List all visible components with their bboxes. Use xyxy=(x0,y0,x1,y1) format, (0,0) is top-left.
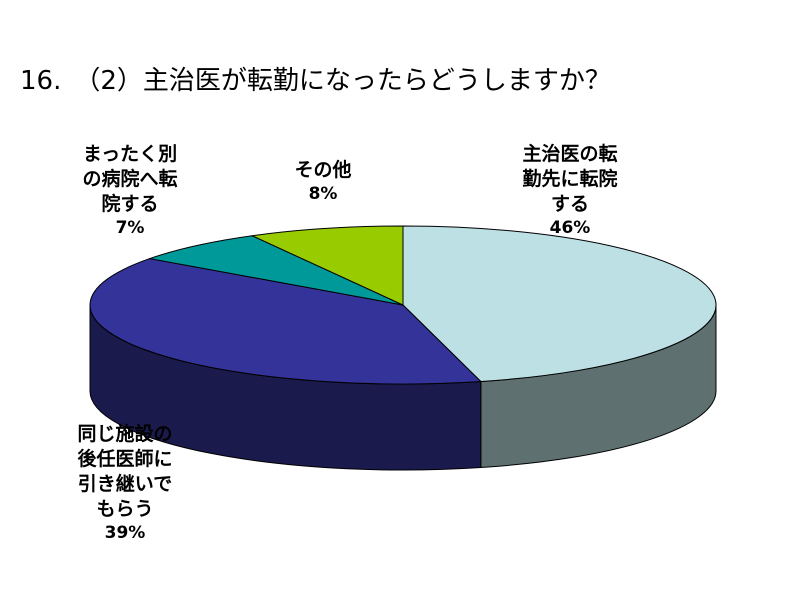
pie-slice-3 xyxy=(250,225,404,306)
slice-label-successor-doctor: 同じ施設の 後任医師に 引き継いで もらう 39% xyxy=(77,423,173,543)
pie-slice-1 xyxy=(89,258,482,385)
chart-title: 16. （2）主治医が転勤になったらどうしますか？ xyxy=(20,66,611,96)
pie-tops xyxy=(89,225,717,385)
pie-slice-2 xyxy=(147,235,404,306)
slice-label-other: その他 8% xyxy=(294,159,352,204)
slice-label-other-hospital: まったく別 の病院へ転 院する 7% xyxy=(82,143,178,238)
pie-slice-0 xyxy=(402,225,717,383)
slice-label-transfer-with-doctor: 主治医の転 勤先に転院 する 46% xyxy=(522,143,618,238)
